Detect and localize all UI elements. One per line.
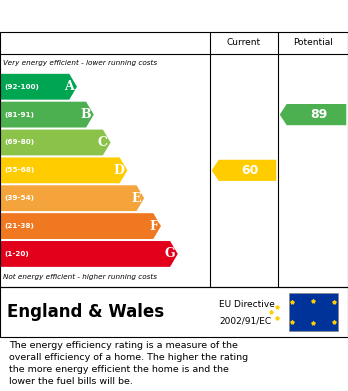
Text: (55-68): (55-68) — [4, 167, 34, 173]
Text: (1-20): (1-20) — [4, 251, 29, 257]
Polygon shape — [1, 213, 161, 239]
Polygon shape — [1, 129, 111, 155]
Bar — [289, 293, 338, 331]
Text: F: F — [149, 220, 158, 233]
Polygon shape — [1, 74, 77, 100]
Text: C: C — [98, 136, 108, 149]
Text: Energy Efficiency Rating: Energy Efficiency Rating — [9, 9, 219, 23]
Polygon shape — [280, 104, 346, 125]
Text: The energy efficiency rating is a measure of the
overall efficiency of a home. T: The energy efficiency rating is a measur… — [9, 341, 248, 386]
Text: Potential: Potential — [293, 38, 333, 47]
Text: (69-80): (69-80) — [4, 140, 34, 145]
Text: EU Directive: EU Directive — [219, 300, 275, 309]
Text: England & Wales: England & Wales — [7, 303, 164, 321]
Text: (81-91): (81-91) — [4, 111, 34, 118]
Text: B: B — [80, 108, 91, 121]
Text: 60: 60 — [242, 164, 259, 177]
Text: Current: Current — [227, 38, 261, 47]
Text: 2002/91/EC: 2002/91/EC — [219, 316, 271, 325]
Text: D: D — [114, 164, 125, 177]
Text: Not energy efficient - higher running costs: Not energy efficient - higher running co… — [3, 274, 158, 280]
Text: 89: 89 — [311, 108, 328, 121]
Text: (39-54): (39-54) — [4, 195, 34, 201]
Text: Very energy efficient - lower running costs: Very energy efficient - lower running co… — [3, 60, 158, 66]
Text: (92-100): (92-100) — [4, 84, 39, 90]
Polygon shape — [1, 158, 127, 183]
Text: (21-38): (21-38) — [4, 223, 34, 229]
Polygon shape — [1, 241, 178, 267]
Text: E: E — [132, 192, 141, 205]
Text: G: G — [164, 248, 175, 260]
Text: A: A — [64, 80, 74, 93]
Polygon shape — [212, 160, 276, 181]
Polygon shape — [1, 102, 94, 127]
Polygon shape — [1, 185, 144, 211]
